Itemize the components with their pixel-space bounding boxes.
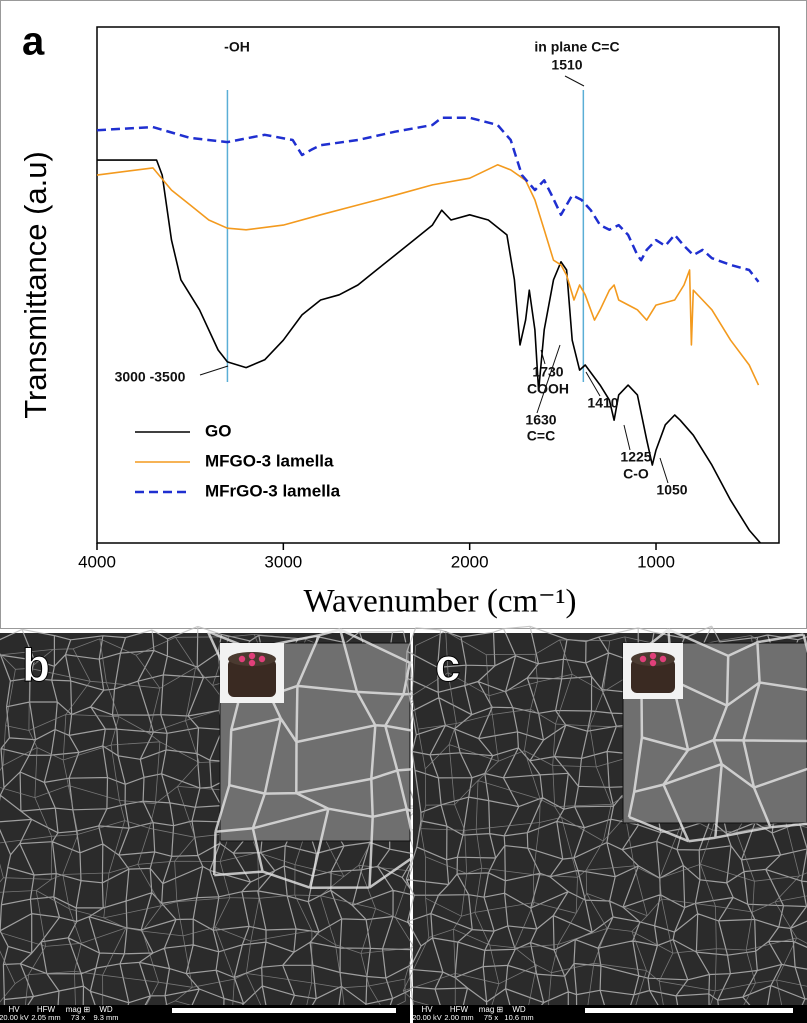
legend-label: MFGO-3 lamella <box>205 451 334 470</box>
annotation-pointer <box>540 349 546 365</box>
info-value: 73 x <box>71 1013 85 1022</box>
annotation: C-O <box>623 466 649 482</box>
annotation: 1730 <box>532 364 563 380</box>
x-tick-label: 1000 <box>637 552 675 571</box>
annotation: 1410 <box>587 395 618 411</box>
series-line <box>96 164 760 386</box>
x-tick-label: 3000 <box>264 552 302 571</box>
info-header: mag ⊞ <box>479 1005 504 1014</box>
info-value: 20.00 kV <box>0 1013 29 1022</box>
scale-bar <box>585 1008 793 1013</box>
info-header: HV <box>421 1005 433 1014</box>
annotation: 1510 <box>551 57 582 73</box>
panel-label: c <box>435 639 461 691</box>
info-header: mag ⊞ <box>66 1005 91 1014</box>
x-tick-label: 4000 <box>78 552 116 571</box>
y-axis-label: Transmittance (a.u) <box>18 151 53 419</box>
sample-dot <box>258 655 266 663</box>
x-tick-label: 2000 <box>451 552 489 571</box>
annotation: 1630 <box>525 412 556 428</box>
sample-dot <box>649 652 657 660</box>
legend-label: GO <box>205 421 231 440</box>
info-value: 2.00 mm <box>444 1013 473 1022</box>
info-value: 20.00 kV <box>412 1013 442 1022</box>
info-header: HFW <box>37 1005 56 1014</box>
info-header: HV <box>8 1005 20 1014</box>
sample-dot <box>639 655 647 663</box>
annotation: -OH <box>224 39 250 55</box>
annotation: 1225 <box>620 449 651 465</box>
annotation-pointer <box>564 75 585 87</box>
info-value: 75 x <box>484 1013 498 1022</box>
annotation: 1050 <box>656 482 687 498</box>
scale-bar <box>172 1008 396 1013</box>
x-axis-label: Wavenumber (cm⁻¹) <box>304 584 577 620</box>
sample-cake <box>631 659 675 693</box>
series-line <box>97 159 762 544</box>
info-bar <box>0 1005 410 1023</box>
panel-label: a <box>22 20 45 64</box>
info-value: 9.3 mm <box>93 1013 118 1022</box>
annotation: COOH <box>527 381 569 397</box>
sample-dot <box>649 659 657 667</box>
sample-dot <box>238 655 246 663</box>
sample-dot <box>659 655 667 663</box>
info-header: WD <box>99 1005 113 1014</box>
panel-label: b <box>22 639 50 691</box>
annotation-pointer <box>585 371 601 397</box>
annotation: C=C <box>527 428 555 444</box>
series-line <box>96 116 760 283</box>
annotation-pointer <box>659 457 669 484</box>
sample-dot <box>248 652 256 660</box>
annotation-pointer <box>623 424 631 451</box>
annotation-pointer <box>536 344 561 414</box>
annotation-pointer <box>199 365 229 376</box>
info-header: WD <box>512 1005 526 1014</box>
info-value: 10.6 mm <box>504 1013 533 1022</box>
panel-a-frame <box>0 0 807 629</box>
legend-label: MFrGO-3 lamella <box>205 481 341 500</box>
plot-frame <box>96 26 780 544</box>
sample-cake <box>228 659 276 697</box>
info-value: 2.05 mm <box>31 1013 60 1022</box>
info-header: HFW <box>450 1005 469 1014</box>
annotation: in plane C=C <box>534 39 619 55</box>
sample-dot <box>248 659 256 667</box>
annotation: 3000 -3500 <box>115 369 186 385</box>
